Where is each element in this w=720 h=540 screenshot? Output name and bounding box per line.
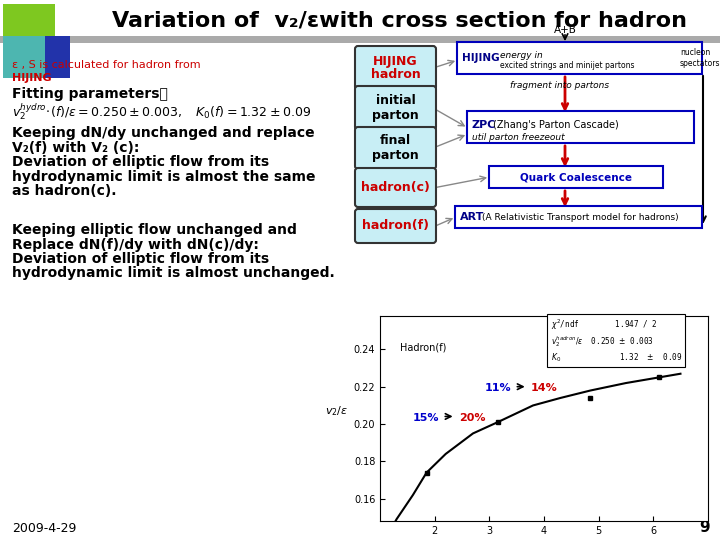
FancyBboxPatch shape	[467, 111, 694, 143]
Text: $\chi^2$/ndf        1.947 / 2
$v_2^{hadron}/\varepsilon$  0.250 $\pm$ 0.003
$K_0: $\chi^2$/ndf 1.947 / 2 $v_2^{hadron}/\va…	[551, 318, 682, 363]
FancyBboxPatch shape	[455, 206, 702, 228]
Text: fragment into partons: fragment into partons	[510, 80, 609, 90]
Text: as hadron(c).: as hadron(c).	[12, 184, 117, 198]
Text: 15%: 15%	[413, 413, 439, 423]
FancyBboxPatch shape	[355, 86, 436, 130]
Text: excited strings and minijet partons: excited strings and minijet partons	[500, 62, 634, 71]
Y-axis label: $v_2/\varepsilon$: $v_2/\varepsilon$	[325, 404, 348, 418]
Text: nucleon
spectators: nucleon spectators	[680, 48, 720, 68]
Text: hadron(f): hadron(f)	[362, 219, 429, 233]
Text: util parton freezeout: util parton freezeout	[472, 132, 564, 141]
Text: $v_2^{hydro}\!\cdot\!(f)/\varepsilon = 0.250\pm0.003,$   $K_0(f) = 1.32\pm0.09$: $v_2^{hydro}\!\cdot\!(f)/\varepsilon = 0…	[12, 102, 311, 123]
Text: energy in: energy in	[500, 51, 543, 59]
Text: ε , S is calculated for hadron from: ε , S is calculated for hadron from	[12, 60, 201, 70]
X-axis label: $\rm \frac{ndN_c}{Sdy^{c_s}}$: $\rm \frac{ndN_c}{Sdy^{c_s}}$	[534, 539, 554, 540]
Text: final
parton: final parton	[372, 134, 419, 161]
Text: hadron(c): hadron(c)	[361, 181, 430, 194]
Text: (Zhang's Parton Cascade): (Zhang's Parton Cascade)	[493, 120, 618, 130]
Text: ART: ART	[460, 212, 485, 222]
Text: HIJING: HIJING	[462, 53, 500, 63]
Text: Keeping dN/dy unchanged and replace: Keeping dN/dy unchanged and replace	[12, 126, 315, 140]
Text: hydrodynamic limit is almost unchanged.: hydrodynamic limit is almost unchanged.	[12, 267, 335, 280]
Text: 11%: 11%	[485, 383, 511, 393]
Text: Fitting parameters：: Fitting parameters：	[12, 87, 168, 101]
Text: HIJING
hadron: HIJING hadron	[371, 55, 420, 82]
Text: Replace dN(f)/dy with dN(c)/dy:: Replace dN(f)/dy with dN(c)/dy:	[12, 238, 259, 252]
Bar	[3, 4, 55, 52]
FancyBboxPatch shape	[355, 168, 436, 207]
Text: initial
parton: initial parton	[372, 94, 419, 122]
FancyBboxPatch shape	[355, 46, 436, 90]
Text: HIJING: HIJING	[12, 73, 52, 83]
Text: 2009-4-29: 2009-4-29	[12, 522, 76, 535]
FancyBboxPatch shape	[489, 166, 663, 188]
Text: V₂(f) with V₂ (c):: V₂(f) with V₂ (c):	[12, 140, 140, 154]
Text: A+B: A+B	[554, 25, 577, 35]
FancyBboxPatch shape	[457, 42, 702, 74]
Text: 14%: 14%	[531, 383, 557, 393]
Bar	[20, 36, 70, 78]
Bar	[3, 36, 45, 78]
Text: Variation of  v₂/εwith cross section for hadron: Variation of v₂/εwith cross section for …	[112, 11, 688, 31]
Text: Quark Coalescence: Quark Coalescence	[520, 172, 632, 182]
Text: Hadron(f): Hadron(f)	[400, 343, 446, 353]
Text: Keeping elliptic flow unchanged and: Keeping elliptic flow unchanged and	[12, 223, 297, 237]
Text: Deviation of elliptic flow from its: Deviation of elliptic flow from its	[12, 155, 269, 169]
Text: (A Relativistic Transport model for hadrons): (A Relativistic Transport model for hadr…	[482, 213, 679, 221]
Text: 20%: 20%	[459, 413, 485, 423]
FancyBboxPatch shape	[355, 209, 436, 243]
Text: 9: 9	[699, 521, 710, 536]
Text: hydrodynamic limit is almost the same: hydrodynamic limit is almost the same	[12, 170, 315, 184]
Text: ZPC: ZPC	[472, 120, 496, 130]
FancyBboxPatch shape	[355, 127, 436, 169]
Bar	[0, 36, 720, 43]
Text: Deviation of elliptic flow from its: Deviation of elliptic flow from its	[12, 252, 269, 266]
